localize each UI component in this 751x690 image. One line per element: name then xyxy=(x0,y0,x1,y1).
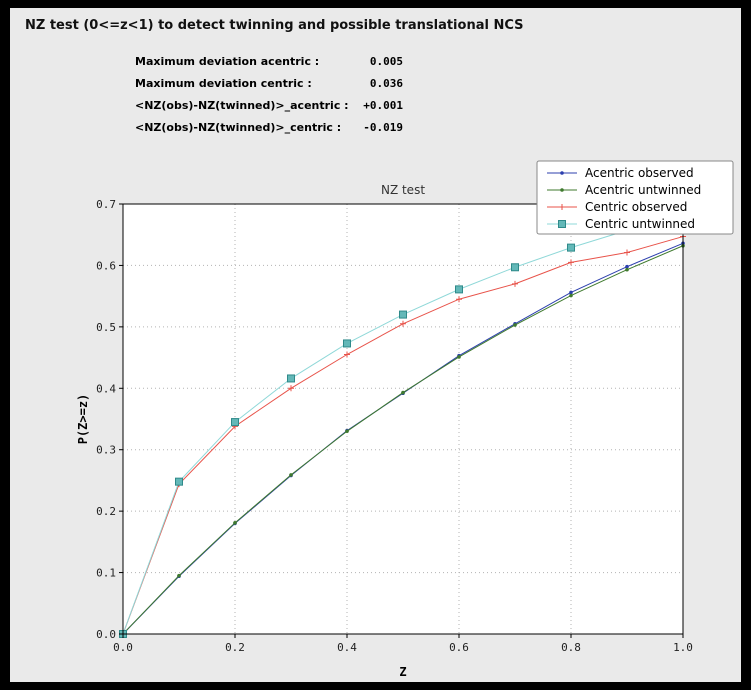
stat-row: <NZ(obs)-NZ(twinned)>_acentric : +0.001 xyxy=(135,99,403,121)
results-panel: NZ test (0<=z<1) to detect twinning and … xyxy=(10,8,741,682)
stat-label: <NZ(obs)-NZ(twinned)>_centric : xyxy=(135,121,342,134)
chart-grid xyxy=(123,204,683,634)
svg-text:0.3: 0.3 xyxy=(96,444,116,457)
stat-label: <NZ(obs)-NZ(twinned)>_acentric : xyxy=(135,99,349,112)
x-axis-label: Z xyxy=(399,665,406,679)
axis-ticks: 0.0 0.2 0.4 0.6 0.8 1.0 0.0 0.1 0.2 0.3 0.4 0.5 0.6 0… xyxy=(96,198,693,654)
svg-text:0.0: 0.0 xyxy=(113,641,133,654)
svg-text:0.6: 0.6 xyxy=(449,641,469,654)
y-axis-label: P(Z>=z) xyxy=(76,394,90,445)
svg-text:0.0: 0.0 xyxy=(96,628,116,641)
svg-text:0.2: 0.2 xyxy=(225,641,245,654)
legend-label: Acentric untwinned xyxy=(585,183,701,197)
plot-border xyxy=(122,203,684,635)
stat-row: <NZ(obs)-NZ(twinned)>_centric : -0.019 xyxy=(135,121,403,143)
chart-title: NZ test xyxy=(381,183,425,197)
stat-value: 0.036 xyxy=(369,77,403,90)
svg-text:0.4: 0.4 xyxy=(337,641,357,654)
chart-legend: Acentric observed Acentric untwinned Centr… xyxy=(536,160,734,235)
stat-value: -0.019 xyxy=(363,121,403,134)
svg-text:1.0: 1.0 xyxy=(673,641,693,654)
stat-value: +0.001 xyxy=(363,99,403,112)
svg-text:0.8: 0.8 xyxy=(561,641,581,654)
svg-text:0.7: 0.7 xyxy=(96,198,116,211)
stat-value: 0.005 xyxy=(369,55,403,68)
plot-area xyxy=(123,204,683,634)
stat-label: Maximum deviation acentric : xyxy=(135,55,320,68)
legend-label: Acentric observed xyxy=(585,166,694,180)
svg-text:0.2: 0.2 xyxy=(96,505,116,518)
nz-test-chart: 0.0 0.2 0.4 0.6 0.8 1.0 0.0 0.1 0.2 0.3 0.4 0.5 0.6 0… xyxy=(76,160,734,679)
svg-text:0.4: 0.4 xyxy=(96,382,116,395)
svg-text:0.5: 0.5 xyxy=(96,321,116,334)
legend-label: Centric untwinned xyxy=(585,217,695,231)
stat-row: Maximum deviation centric : 0.036 xyxy=(135,77,403,99)
svg-text:0.6: 0.6 xyxy=(96,259,116,272)
svg-text:0.1: 0.1 xyxy=(96,567,116,580)
stat-label: Maximum deviation centric : xyxy=(135,77,312,90)
stats-block: Maximum deviation acentric : 0.005 Maxim… xyxy=(135,55,403,143)
page-title: NZ test (0<=z<1) to detect twinning and … xyxy=(25,18,524,33)
legend-label: Centric observed xyxy=(585,200,687,214)
stat-row: Maximum deviation acentric : 0.005 xyxy=(135,55,403,77)
